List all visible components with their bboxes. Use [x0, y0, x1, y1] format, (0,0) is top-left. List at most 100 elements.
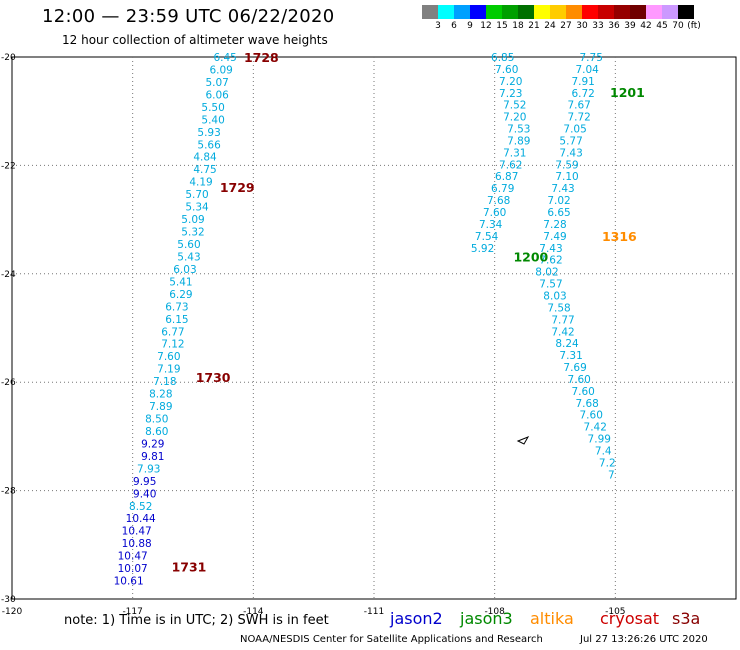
wave-height-value: 7.58	[547, 302, 570, 314]
pass-time-label: 1731	[172, 559, 207, 574]
latitude-tick-label: -30	[1, 595, 16, 605]
wave-height-value: 7.89	[149, 401, 172, 413]
pass-time-label: 1730	[196, 370, 231, 385]
legend-label: 33	[592, 21, 604, 31]
wave-height-value: 4.19	[189, 177, 212, 189]
wave-height-value: 5.32	[181, 227, 204, 239]
wave-height-value: 5.43	[177, 251, 200, 263]
legend-swatch	[598, 5, 614, 19]
wave-height-value: 5.07	[205, 77, 228, 89]
wave-height-value: 7.43	[551, 183, 574, 195]
wave-height-value: 7.68	[575, 398, 598, 410]
wave-height-value: 5.40	[201, 114, 224, 126]
generated-timestamp: Jul 27 13:26:26 UTC 2020	[580, 634, 708, 645]
legend-label: 27	[560, 21, 572, 31]
wave-height-value: 7.62	[499, 159, 522, 171]
wave-height-value: 9.95	[133, 476, 156, 488]
wave-height-value: 6.79	[491, 183, 514, 195]
wave-height-value: 7.52	[503, 100, 526, 112]
wave-height-value: 7.2	[599, 457, 616, 469]
wave-height-value: 5.34	[185, 202, 209, 214]
wave-height-value: 7.42	[551, 326, 574, 338]
legend-label: 70	[672, 21, 684, 31]
island-outline	[516, 436, 530, 445]
wave-height-value: 8.52	[129, 501, 152, 513]
latitude-tick-label: -20	[1, 53, 16, 63]
wave-height-value: 7.60	[571, 386, 594, 398]
legend-swatch	[422, 5, 438, 19]
legend-label: 45	[656, 21, 668, 31]
satellite-legend-jason3: jason3	[460, 609, 513, 628]
wave-height-value: 9.40	[133, 488, 156, 500]
wave-height-value: 10.47	[118, 551, 148, 563]
legend-swatch	[566, 5, 582, 19]
wave-height-value: 7.59	[555, 159, 578, 171]
legend-label: 30	[576, 21, 588, 31]
legend-swatch	[678, 5, 694, 19]
wave-height-value: 6.15	[165, 314, 188, 326]
legend-swatch	[502, 5, 518, 19]
wave-height-value: 5.77	[559, 135, 582, 147]
legend-swatch	[534, 5, 550, 19]
wave-height-value: 7.10	[555, 171, 578, 183]
wave-height-value: 6.06	[205, 89, 229, 101]
wave-height-value: 6.87	[495, 171, 518, 183]
wave-height-value: 6.45	[213, 52, 236, 64]
wave-height-value: 7.31	[559, 350, 582, 362]
legend-swatch	[614, 5, 630, 19]
pass-time-label: 1316	[602, 229, 637, 244]
wave-height-value: 7.02	[547, 195, 570, 207]
wave-height-value: 8.24	[555, 338, 579, 350]
wave-height-value: 8.02	[535, 267, 558, 279]
wave-height-value: 7.12	[161, 339, 184, 351]
legend-label: 21	[528, 21, 540, 31]
wave-height-value: 7.60	[580, 410, 603, 422]
legend-label: 15	[496, 21, 508, 31]
wave-height-value: 7.20	[499, 76, 522, 88]
wave-height-value: 10.88	[122, 538, 152, 550]
wave-height-value: 6.65	[547, 207, 570, 219]
wave-height-value: 9.29	[141, 438, 164, 450]
legend-swatch	[582, 5, 598, 19]
wave-height-value: 7.93	[137, 463, 160, 475]
wave-height-value: 5.09	[181, 214, 204, 226]
wave-height-value: 6.03	[173, 264, 196, 276]
wave-height-value: 7.72	[567, 112, 590, 124]
wave-height-value: 10.44	[126, 513, 156, 525]
wave-height-value: 7	[608, 469, 615, 481]
wave-height-value: 7.04	[575, 64, 599, 76]
wave-height-value: 5.41	[169, 276, 192, 288]
color-legend	[422, 5, 694, 19]
credit-text: NOAA/NESDIS Center for Satellite Applica…	[240, 634, 543, 645]
legend-unit: (ft)	[687, 21, 701, 31]
longitude-tick-label: -120	[2, 607, 23, 617]
wave-height-value: 7.77	[551, 314, 574, 326]
wave-height-value: 7.28	[543, 219, 566, 231]
longitude-tick-label: -117	[122, 607, 142, 617]
wave-height-value: 7.34	[479, 219, 503, 231]
legend-swatch	[454, 5, 470, 19]
wave-height-value: 7.62	[539, 255, 562, 267]
wave-height-value: 6.29	[169, 289, 192, 301]
latitude-tick-label: -28	[1, 487, 16, 497]
wave-height-value: 7.68	[487, 195, 510, 207]
wave-height-value: 7.99	[588, 434, 611, 446]
legend-swatch	[550, 5, 566, 19]
legend-swatch	[518, 5, 534, 19]
legend-label: 18	[512, 21, 524, 31]
wave-height-value: 8.28	[149, 389, 172, 401]
wave-height-value: 4.75	[193, 164, 216, 176]
wave-height-value: 5.50	[201, 102, 224, 114]
pass-time-label: 1729	[220, 180, 255, 195]
wave-height-value: 7.53	[507, 124, 530, 136]
wave-height-value: 4.84	[193, 152, 217, 164]
wave-height-value: 5.92	[471, 243, 494, 255]
latitude-tick-label: -24	[1, 270, 16, 280]
wave-height-value: 6.72	[571, 88, 594, 100]
longitude-tick-label: -105	[605, 607, 625, 617]
page-subtitle: 12 hour collection of altimeter wave hei…	[62, 33, 328, 47]
latitude-tick-label: -22	[1, 161, 16, 171]
wave-height-value: 7.20	[503, 112, 526, 124]
